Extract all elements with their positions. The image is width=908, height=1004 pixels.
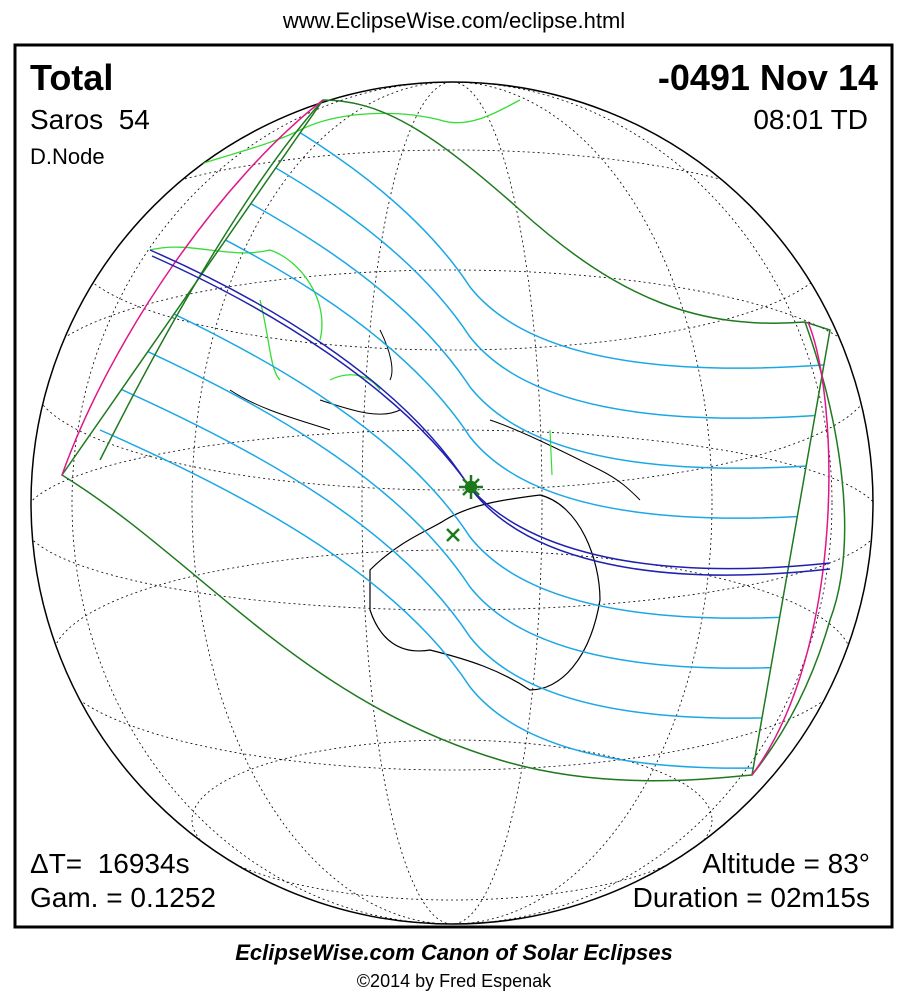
url: www.EclipseWise.com/eclipse.html (282, 8, 626, 33)
land (149, 99, 641, 691)
time: 08:01 TD (753, 104, 868, 135)
islands (229, 329, 401, 431)
max-rise-set (61, 99, 830, 776)
duration: Duration = 02m15s (632, 882, 870, 913)
globe (30, 81, 874, 925)
penumbra-limit (60, 99, 831, 782)
eclipse-type: Total (30, 57, 114, 98)
saros: Saros 54 (30, 104, 150, 135)
gamma: Gam. = 0.1252 (30, 882, 217, 913)
date: -0491 Nov 14 (657, 57, 878, 98)
greatest-eclipse (459, 475, 483, 499)
new-guinea (489, 419, 641, 501)
delta-t: ΔT= 16934s (30, 848, 190, 879)
australia (369, 494, 601, 691)
frame (13, 43, 894, 929)
copyright: ©2014 by Fred Espenak (356, 971, 552, 991)
greatest-duration (446, 528, 460, 542)
node: D.Node (30, 144, 105, 169)
altitude: Altitude = 83° (702, 848, 870, 879)
footer-title: EclipseWise.com Canon of Solar Eclipses (235, 940, 673, 965)
rise-set-curve (99, 99, 846, 776)
